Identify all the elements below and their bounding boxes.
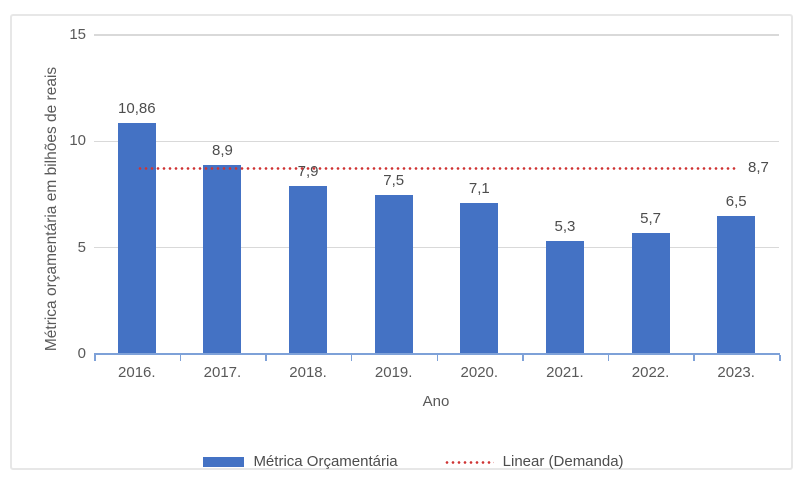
y-tick-label: 15 [69,26,86,43]
x-tick-label: 2016. [118,364,156,381]
bar-value-label: 10,86 [118,100,156,118]
x-tick-label: 2021. [546,364,584,381]
bar-value-label: 5,7 [640,209,661,227]
gridline [94,34,779,36]
x-tick-label: 2018. [289,364,327,381]
x-tick-label: 2020. [460,364,499,381]
trendline-value-label: 8,7 [748,159,769,176]
bar [117,123,156,354]
gridline [94,140,779,143]
bar [374,194,413,354]
y-axis-title: Métrica orçamentária em bilhões de reais [43,66,60,352]
x-tick-label: 2023. [717,364,755,381]
y-tick-label: 10 [69,132,86,150]
axis-tick-mark [436,355,439,361]
bar [289,185,328,354]
axis-tick-mark [265,355,267,361]
dotted-line-swatch-icon [443,460,494,464]
bar-value-label: 8,9 [212,141,233,159]
bar [203,164,242,354]
axis-tick-mark [522,355,524,361]
legend-item-metrica: Métrica Orçamentária [203,453,398,471]
bar-value-label: 6,5 [725,192,747,210]
chart-figure: Métrica orçamentária em bilhões de reais… [10,14,793,470]
bar-swatch-icon [203,457,245,467]
axis-tick-mark [693,355,695,361]
legend-label: Linear (Demanda) [502,453,624,470]
x-axis-line [94,353,780,355]
legend-item-linear: Linear (Demanda) [443,453,624,471]
x-tick-label: 2019. [374,364,413,381]
y-tick-label: 0 [77,345,86,362]
bar-value-label: 7,1 [468,180,490,197]
bar-value-label: 7,5 [383,171,405,189]
axis-tick-mark [607,355,610,361]
x-axis-title: Ano [422,393,450,410]
bar [460,203,499,354]
y-tick-label: 5 [77,238,86,256]
axis-tick-mark [179,355,182,361]
bar [717,215,756,354]
axis-tick-mark [94,355,96,361]
x-tick-label: 2022. [631,364,670,381]
chart-legend: Métrica Orçamentária Linear (Demanda) [22,451,805,473]
axis-tick-mark [350,355,353,361]
legend-label: Métrica Orçamentária [253,453,398,470]
axis-tick-mark [779,355,781,361]
gridline [94,246,779,249]
bar-value-label: 5,3 [554,218,576,236]
bar [545,241,584,354]
bar-value-label: 7,9 [297,162,319,180]
bar [631,232,670,354]
x-tick-label: 2017. [203,364,242,381]
trendline [136,167,737,171]
